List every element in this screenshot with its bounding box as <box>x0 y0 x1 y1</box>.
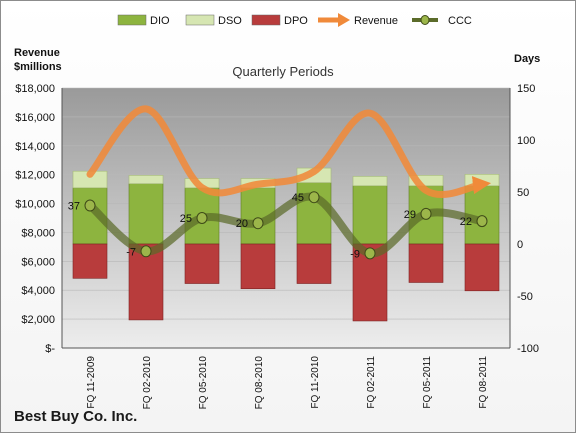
legend: DIO DSO DPO Revenue CCC <box>117 13 472 27</box>
legend-arrow-head <box>338 13 350 27</box>
ccc-data-label: 29 <box>404 209 416 221</box>
legend-label: DIO <box>150 15 170 27</box>
legend-label: Revenue <box>354 15 398 27</box>
legend-label: CCC <box>448 15 472 27</box>
right-axis-label: Days <box>514 53 540 65</box>
bar-dso <box>352 176 388 187</box>
legend-swatch <box>117 14 147 26</box>
bar-dso <box>128 175 164 184</box>
bar-dio <box>352 185 388 245</box>
category-label: FQ 05-2010 <box>198 356 209 410</box>
category-label: FQ 02-2010 <box>142 356 153 410</box>
company-name: Best Buy Co. Inc. <box>14 408 137 425</box>
lines <box>84 105 492 260</box>
left-axis-label-line1: Revenue <box>14 47 60 59</box>
right-tick-label: -100 <box>517 343 539 355</box>
category-label: FQ 05-2011 <box>422 356 433 409</box>
legend-label: DSO <box>218 15 242 27</box>
bar-dpo <box>240 243 276 290</box>
chart-title: Quarterly Periods <box>232 64 334 79</box>
category-label: FQ 11-2010 <box>310 356 321 409</box>
left-tick-label: $10,000 <box>15 199 55 211</box>
left-axis-label-line2: $millions <box>14 61 62 73</box>
right-tick-label: 150 <box>517 83 535 95</box>
category-label: FQ 11-2009 <box>86 356 97 409</box>
ccc-point <box>364 247 376 260</box>
ccc-point <box>140 245 152 258</box>
left-tick-label: $2,000 <box>21 314 55 326</box>
ccc-data-label: 20 <box>236 218 248 230</box>
revenue-line <box>86 105 492 198</box>
ccc-data-label: 25 <box>180 213 192 225</box>
ccc-data-label: 37 <box>68 201 80 213</box>
ccc-point <box>308 191 320 204</box>
bar-dio <box>128 183 164 245</box>
left-tick-label: $14,000 <box>15 141 55 153</box>
left-tick-label: $- <box>45 343 55 355</box>
left-tick-label: $16,000 <box>15 112 55 124</box>
ccc-data-label: -9 <box>350 248 360 260</box>
data-labels: 37 -7 25 20 45 -9 29 22 <box>68 192 472 260</box>
bar-dpo <box>408 243 444 283</box>
bar-dpo <box>296 243 332 284</box>
bar-dpo <box>72 243 108 279</box>
legend-dot <box>420 15 430 25</box>
legend-swatch <box>185 14 215 26</box>
left-tick-label: $8,000 <box>21 227 55 239</box>
ccc-point <box>420 207 432 220</box>
category-label: FQ 08-2010 <box>254 356 265 410</box>
bar-dpo <box>184 243 220 284</box>
right-tick-label: -50 <box>517 291 533 303</box>
legend-swatch <box>251 14 281 26</box>
left-tick-label: $12,000 <box>15 170 55 182</box>
ccc-point <box>84 199 96 212</box>
bar-dpo <box>464 243 500 292</box>
ccc-point <box>476 215 488 228</box>
category-label: FQ 08-2011 <box>478 356 489 409</box>
left-tick-label: $4,000 <box>21 285 55 297</box>
bar-dso <box>408 175 444 187</box>
ccc-point <box>252 217 264 230</box>
axes: $- $2,000 $4,000 $6,000 $8,000 $10,000 $12,000… <box>15 83 539 409</box>
right-tick-label: 50 <box>517 187 529 199</box>
ccc-data-label: 45 <box>292 192 304 204</box>
left-tick-label: $18,000 <box>15 83 55 95</box>
legend-label: DPO <box>284 15 308 27</box>
right-tick-label: 0 <box>517 239 523 251</box>
left-tick-label: $6,000 <box>21 256 55 268</box>
ccc-data-label: -7 <box>126 246 136 258</box>
ccc-point <box>196 212 208 224</box>
category-label: FQ 02-2011 <box>366 356 377 409</box>
right-tick-label: 100 <box>517 135 535 147</box>
ccc-data-label: 22 <box>460 216 472 228</box>
